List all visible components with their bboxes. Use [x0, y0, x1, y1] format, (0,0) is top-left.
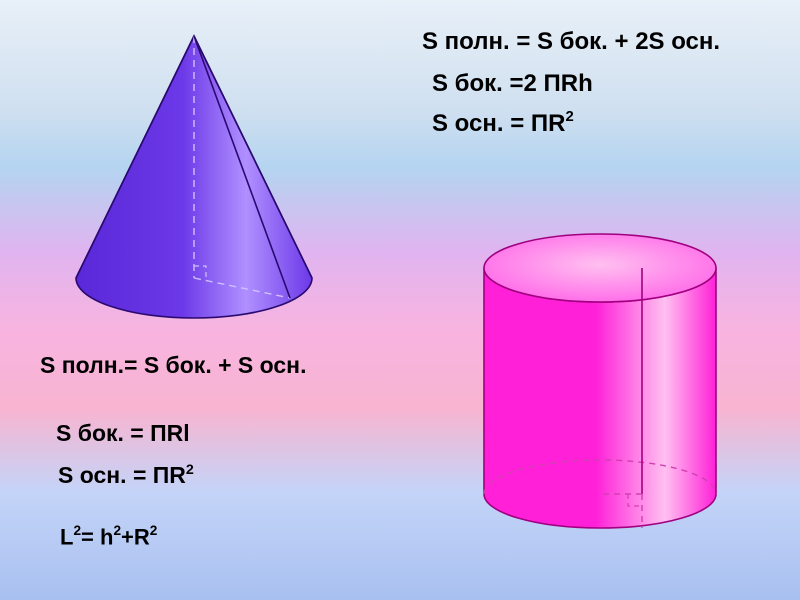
cone-shape	[66, 30, 320, 330]
cylinder-shape	[470, 224, 730, 540]
cone-lateral-formula: S бок. = ПRl	[56, 420, 190, 447]
cone-slant-formula: L2= h2+R2	[60, 524, 157, 550]
cylinder-base-formula: S осн. = ПR2	[432, 110, 574, 138]
cone-base-formula: S осн. = ПR2	[58, 462, 194, 489]
cone-total-formula: S полн.= S бок. + S осн.	[40, 352, 306, 379]
cylinder-lateral-formula: S бок. =2 ПRh	[432, 70, 593, 98]
cylinder-total-formula: S полн. = S бок. + 2S осн.	[422, 28, 720, 56]
